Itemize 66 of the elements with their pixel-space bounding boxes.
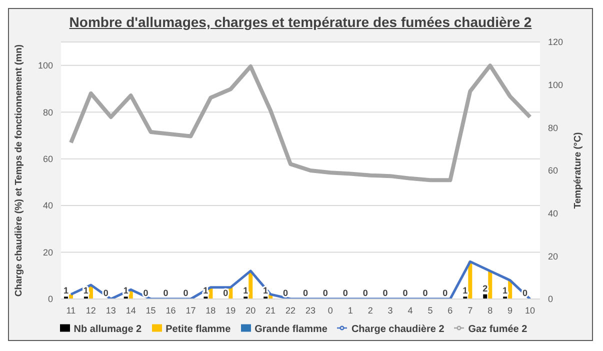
line-series [70,260,532,299]
y2-axis-title: Température (°C) [572,132,584,209]
x-tick-label: 11 [66,305,76,316]
data-label: 0 [402,288,408,298]
y2-tick-label: 60 [548,166,558,176]
data-label: 1 [502,286,508,296]
data-label: 0 [163,288,168,298]
x-tick-label: 4 [408,305,413,316]
legend-label: Nb allumage 2 [74,324,142,335]
x-tick-label: 9 [508,305,513,316]
data-label: 0 [223,288,228,298]
y-tick-label: 60 [42,154,53,164]
data-label: 1 [63,286,68,296]
data-label: 2 [482,283,488,294]
data-label: 1 [243,286,248,296]
data-label: 0 [442,288,448,298]
x-tick-label: 3 [388,305,393,316]
data-label: 0 [322,288,328,298]
legend-label: Grande flamme [254,324,328,335]
data-label: 0 [183,288,188,298]
data-label: 0 [342,288,348,298]
x-tick-label: 1 [348,305,353,316]
x-tick-label: 10 [525,305,536,316]
x-tick-label: 20 [246,305,256,316]
y2-tick-label: 0 [548,294,554,304]
x-tick-label: 7 [468,305,473,316]
y2-tick-label: 100 [548,80,564,90]
data-label: 0 [362,288,368,298]
legend-label: Petite flamme [166,324,231,335]
x-tick-label: 5 [428,305,433,316]
x-tick-label: 14 [126,305,136,316]
legend-label: Gaz fumée 2 [468,324,528,335]
y2-tick-label: 80 [548,122,558,133]
data-label: 0 [143,288,148,298]
data-label: 1 [462,286,468,296]
x-tick-label: 15 [146,305,156,316]
data-label: 0 [283,288,288,298]
legend-label: Charge chaudière 2 [351,324,444,335]
y-tick-label: 80 [42,107,53,118]
y-tick-label: 0 [48,294,53,304]
x-tick-label: 18 [206,305,216,316]
data-label: 0 [302,288,308,298]
x-tick-label: 6 [448,305,453,316]
y-tick-label: 20 [42,247,53,258]
x-tick-label: 19 [226,305,236,316]
data-label: 1 [83,286,88,296]
y2-tick-label: 120 [548,37,564,48]
x-tick-label: 17 [186,305,196,316]
line-series [68,64,532,182]
y-tick-label: 40 [42,200,53,211]
y-axis-title: Charge chaudière (%) et Temps de fonctionnement (mn) [14,44,24,297]
x-tick-label: 8 [488,305,493,316]
chart-title: Nombre d'allumages, charges et température des fumées chaudière 2 [68,13,533,32]
x-tick-label: 12 [86,305,96,316]
y2-tick-label: 40 [548,208,558,219]
data-label: 0 [422,288,428,298]
y2-tick-label: 20 [548,251,558,262]
x-tick-label: 23 [305,305,316,316]
data-label: 0 [382,288,388,298]
x-tick-label: 13 [106,305,116,316]
x-tick-label: 2 [368,305,373,316]
x-tick-label: 0 [328,305,333,316]
x-tick-label: 22 [286,305,296,316]
x-tick-label: 16 [166,305,176,316]
y-tick-label: 100 [38,60,53,71]
x-tick-label: 21 [266,305,276,316]
